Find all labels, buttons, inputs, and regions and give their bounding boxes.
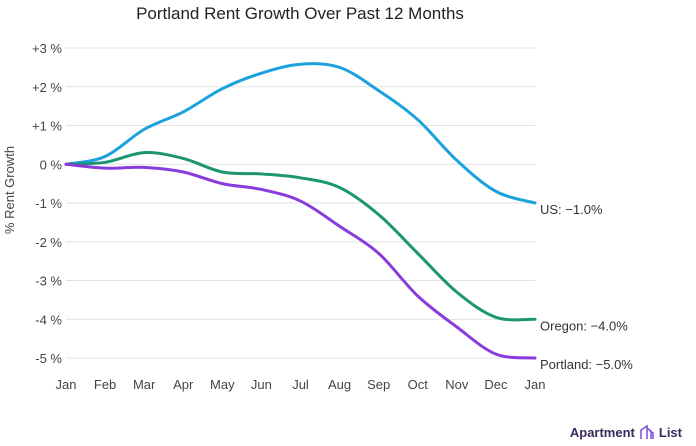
chart-title: Portland Rent Growth Over Past 12 Months [136,4,464,23]
x-tick-label: Jul [292,377,309,392]
x-tick-label: Apr [173,377,194,392]
series-line-oregon [64,151,537,322]
y-tick-label: -4 % [35,312,62,327]
x-tick-label: Nov [445,377,469,392]
x-tick-label: Feb [94,377,116,392]
series-line-portland [64,162,537,360]
x-tick-label: Aug [328,377,351,392]
series-label-us: US: −1.0% [540,202,603,217]
logo-text-left: Apartment [569,424,635,440]
x-tick-label: Jan [525,377,546,392]
x-tick-label: Sep [367,377,390,392]
x-tick-label: Jun [251,377,272,392]
y-tick-label: -5 % [35,351,62,366]
apartment-list-logo: Apartment List [570,424,682,440]
y-tick-label: -1 % [35,196,62,211]
y-tick-label: -2 % [35,235,62,250]
x-tick-label: Mar [133,377,156,392]
y-tick-label: +1 % [32,119,62,134]
x-tick-label: Dec [484,377,508,392]
x-tick-label: May [210,377,235,392]
building-icon [640,424,654,439]
y-tick-label: +2 % [32,80,62,95]
y-tick-label: +3 % [32,41,62,56]
series-line-us [64,62,537,205]
x-tick-label: Oct [408,377,429,392]
x-tick-label: Jan [56,377,77,392]
y-axis-label: % Rent Growth [2,146,17,234]
series-label-oregon: Oregon: −4.0% [540,318,628,333]
y-tick-label: 0 % [40,157,63,172]
series-label-portland: Portland: −5.0% [540,357,633,372]
logo-text-right: List [658,424,682,440]
y-tick-label: -3 % [35,274,62,289]
